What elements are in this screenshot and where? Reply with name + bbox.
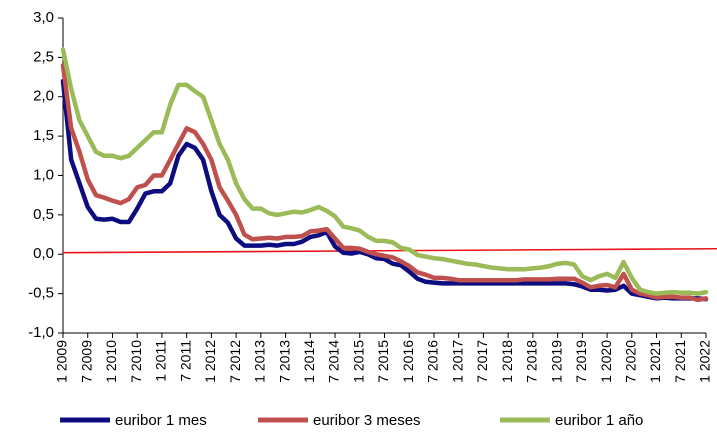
y-tick-label: 2,5 [33,48,54,65]
x-tick-label: 1 2010 [103,340,119,383]
x-tick-label: 1 2011 [153,340,169,382]
x-tick-label: 7 2009 [78,340,94,383]
y-tick-label: 3,0 [33,9,54,26]
x-tick-label: 1 2020 [598,340,614,383]
x-tick-label: 7 2020 [623,340,639,383]
x-tick-label: 1 2012 [202,340,218,383]
x-tick-label: 7 2019 [573,340,589,383]
x-tick-label: 7 2012 [227,340,243,383]
y-tick-label: 0,0 [33,245,54,262]
series-line [60,78,709,302]
x-tick-label: 7 2021 [672,340,688,383]
y-tick-label: 0,5 [33,206,54,223]
x-tick-label: 1 2018 [499,340,515,383]
y-tick-label: -0,5 [28,285,54,302]
x-tick-label: 7 2016 [425,340,441,383]
y-tick-label: 1,5 [33,127,54,144]
x-tick-label: 1 2016 [400,340,416,383]
x-tick-label: 1 2021 [647,340,663,383]
x-tick-label: 7 2013 [276,340,292,383]
x-tick-label: 7 2017 [474,340,490,383]
x-tick-label: 7 2010 [128,340,144,383]
x-tick-label: 1 2017 [449,340,465,383]
x-tick-label: 1 2014 [301,340,317,383]
x-tick-label: 7 2014 [326,340,342,383]
x-tick-label: 1 2015 [350,340,366,383]
reference-line [62,247,717,254]
x-tick-label: 7 2018 [524,340,540,383]
y-tick-label: 1,0 [33,166,54,183]
x-tick-label: 1 2022 [697,340,713,383]
x-tick-label: 1 2013 [252,340,268,383]
legend-label: euribor 3 meses [313,412,421,429]
legend-label: euribor 1 año [555,412,643,429]
x-tick-label: 7 2015 [375,340,391,383]
y-tick-label: 2,0 [33,88,54,105]
series-line [60,47,709,296]
x-tick-label: 1 2009 [54,340,70,383]
x-tick-label: 1 2019 [548,340,564,383]
legend-label: euribor 1 mes [115,412,207,429]
y-tick-label: -1,0 [28,324,54,341]
x-tick-label: 7 2011 [177,340,193,382]
series-line [60,63,709,303]
